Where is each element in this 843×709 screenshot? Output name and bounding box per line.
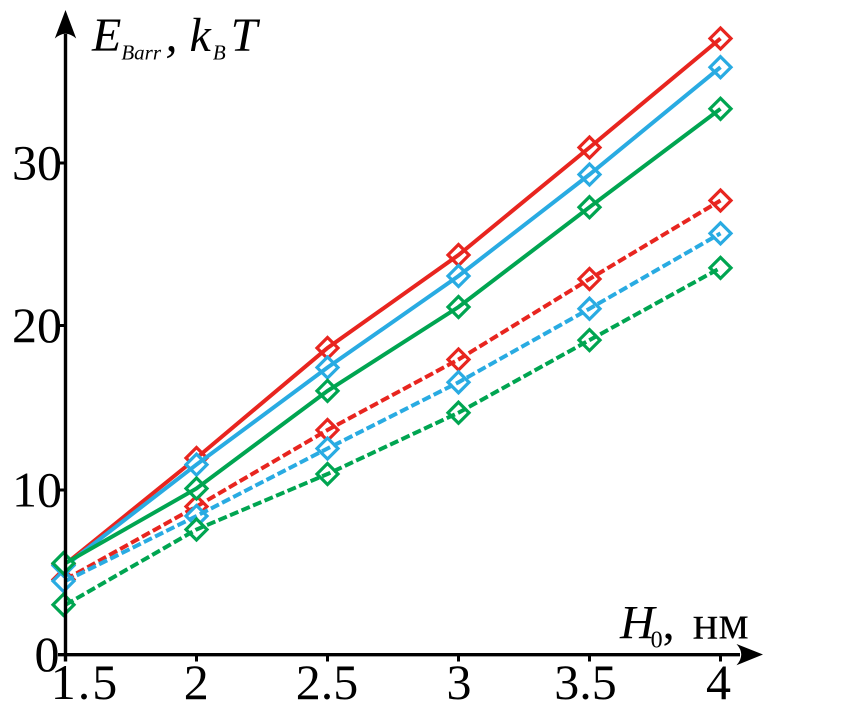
svg-text:EBarr, kBT: EBarr, kB T xyxy=(91,9,261,65)
svg-text:10: 10 xyxy=(12,462,62,518)
svg-text:20: 20 xyxy=(12,297,62,353)
svg-text:30: 30 xyxy=(12,135,62,191)
svg-text:0: 0 xyxy=(35,626,60,682)
svg-text:2: 2 xyxy=(184,654,209,709)
svg-text:3: 3 xyxy=(447,654,472,709)
svg-text:4: 4 xyxy=(706,654,731,709)
svg-text:1.5: 1.5 xyxy=(51,654,120,709)
svg-text:3.5: 3.5 xyxy=(554,654,617,709)
svg-text:H0, нм: H0, нм xyxy=(619,597,749,654)
svg-text:2.5: 2.5 xyxy=(296,654,359,709)
